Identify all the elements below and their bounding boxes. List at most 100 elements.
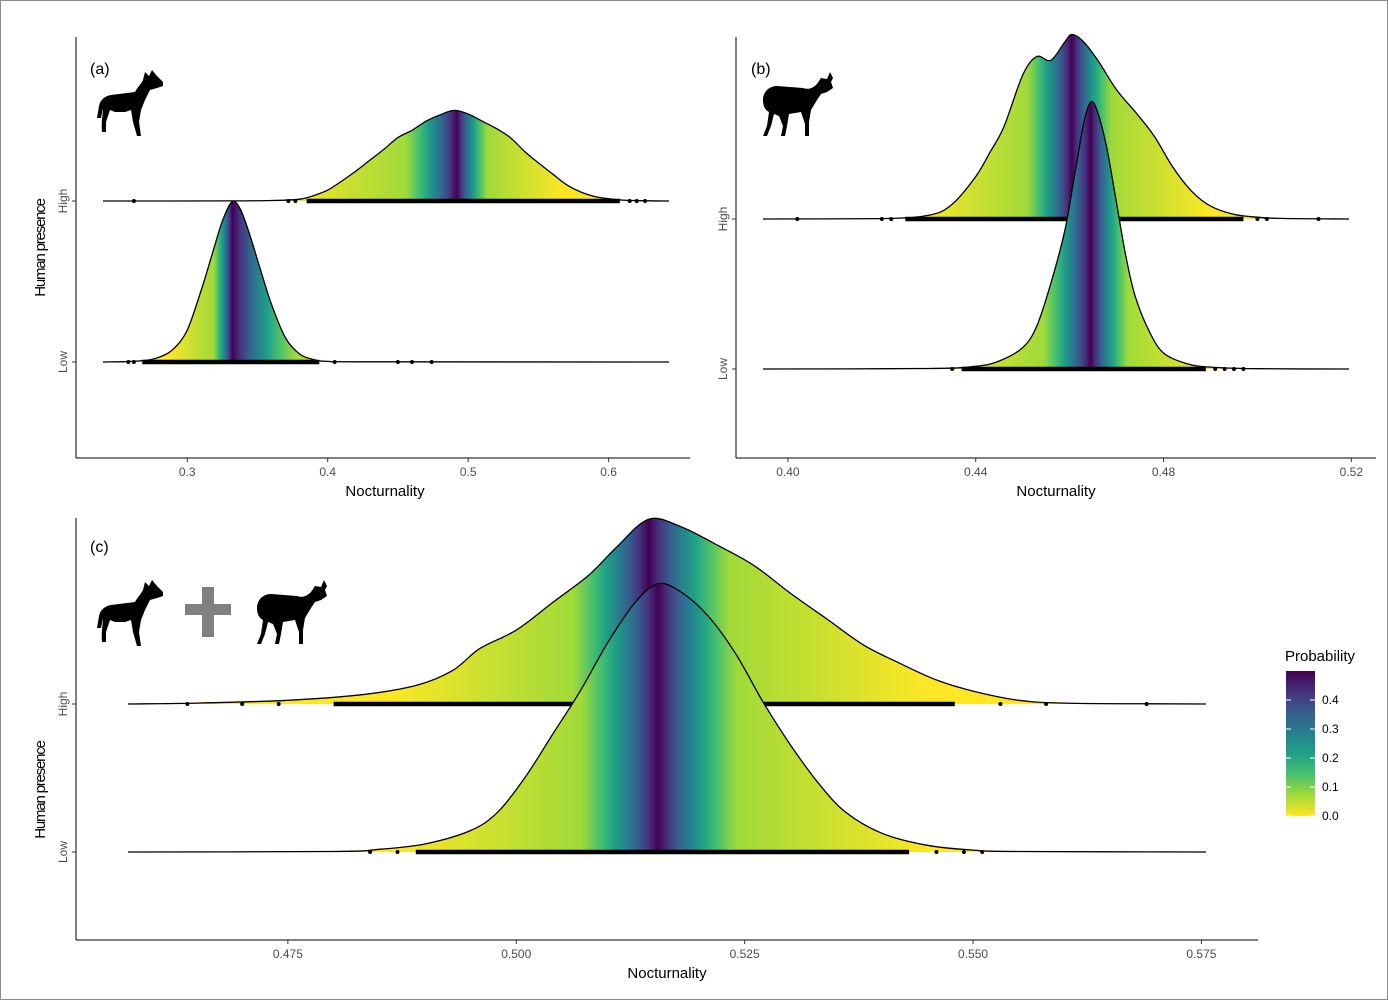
- rug-point: [240, 702, 245, 706]
- y-tick-label: High: [56, 189, 70, 214]
- legend-tick-label: 0.4: [1322, 693, 1339, 707]
- rug-point: [1044, 702, 1049, 706]
- rug-point: [1264, 217, 1269, 221]
- panel-a-label: (a): [90, 61, 110, 78]
- ridge-high: [102, 109, 670, 204]
- rug-point: [934, 850, 939, 854]
- density-outline: [762, 100, 1350, 370]
- density-outline: [127, 517, 1207, 705]
- y-tick-label: Low: [56, 841, 70, 863]
- plus-icon: [185, 587, 231, 637]
- rug-point: [950, 367, 955, 371]
- x-tick-label: 0.5: [460, 465, 477, 479]
- x-tick-label: 0.525: [730, 947, 760, 961]
- panel-b-x-ticks: 0.40 0.44 0.48 0.52: [776, 458, 1363, 479]
- rug-point: [276, 702, 281, 706]
- rug-point: [1316, 217, 1321, 221]
- rug-point: [1144, 702, 1149, 706]
- rug-point: [131, 360, 136, 364]
- legend-tick-label: 0.0: [1322, 809, 1339, 823]
- density-fill: [103, 110, 669, 201]
- panel-c-ridges: [127, 517, 1207, 855]
- rug-point: [293, 199, 298, 203]
- panel-c-y-title: Human presence: [32, 740, 49, 838]
- legend-tick-label: 0.3: [1322, 722, 1339, 736]
- panel-c-label: (c): [90, 539, 109, 556]
- duiker-silhouette-icon: [257, 580, 327, 644]
- density-outline: [102, 109, 670, 202]
- x-tick-label: 0.3: [179, 465, 196, 479]
- panel-c-x-ticks: 0.475 0.500 0.525 0.550 0.575: [273, 940, 1217, 961]
- panel-b-ridges: [762, 33, 1350, 372]
- legend-colorbar: [1286, 671, 1315, 816]
- panel-a: 0.3 0.4 0.5 0.6 Low High Nocturnality Human …: [32, 37, 690, 500]
- panel-a-x-title: Nocturnality: [345, 483, 425, 500]
- density-fill: [763, 34, 1349, 219]
- x-tick-label: 0.40: [776, 465, 800, 479]
- rug-point: [879, 217, 884, 221]
- rug-point: [286, 199, 291, 203]
- x-tick-label: 0.48: [1152, 465, 1176, 479]
- dog-silhouette-icon: [97, 580, 163, 646]
- legend-tick-label: 0.2: [1322, 751, 1339, 765]
- panel-b-x-title: Nocturnality: [1016, 483, 1096, 500]
- panel-a-x-ticks: 0.3 0.4 0.5 0.6: [179, 458, 617, 479]
- x-tick-label: 0.500: [501, 947, 531, 961]
- ridge-high: [762, 33, 1350, 222]
- rug-point: [643, 199, 648, 203]
- panel-a-ridges: [102, 109, 670, 365]
- rug-point: [332, 360, 337, 364]
- rug-point: [395, 360, 400, 364]
- rug-point: [395, 850, 400, 854]
- panel-c-y-ticks: Low High: [56, 692, 76, 863]
- legend-tick-label: 0.1: [1322, 780, 1339, 794]
- rug-point: [1241, 367, 1246, 371]
- x-tick-label: 0.550: [958, 947, 988, 961]
- rug-point: [131, 199, 136, 203]
- rug-point: [410, 360, 414, 364]
- density-fill: [128, 583, 1206, 852]
- dog-silhouette-icon: [97, 70, 163, 136]
- rug-point: [368, 850, 373, 854]
- rug-point: [126, 360, 131, 364]
- x-tick-label: 0.44: [964, 465, 988, 479]
- x-tick-label: 0.52: [1340, 465, 1364, 479]
- probability-legend: Probability 0.0 0.1 0.2 0.3 0.4: [1285, 648, 1356, 823]
- y-tick-label: High: [56, 692, 70, 717]
- rug-point: [1232, 367, 1236, 371]
- density-outline: [127, 582, 1207, 853]
- rug-point: [795, 217, 800, 221]
- density-outline: [102, 200, 670, 363]
- y-tick-label: Low: [716, 358, 730, 380]
- ridge-low: [102, 200, 670, 365]
- rug-point: [634, 199, 639, 203]
- x-tick-label: 0.4: [319, 465, 336, 479]
- rug-point: [980, 850, 985, 854]
- x-tick-label: 0.475: [273, 947, 303, 961]
- density-fill: [103, 201, 669, 362]
- rug-point: [1222, 367, 1227, 371]
- panel-a-y-title: Human presence: [32, 198, 49, 296]
- panel-c: 0.475 0.500 0.525 0.550 0.575 Low High Noctur…: [32, 517, 1258, 982]
- rug-point: [627, 199, 632, 203]
- legend-title: Probability: [1285, 648, 1356, 665]
- rug-point: [185, 702, 190, 706]
- density-outline: [762, 33, 1350, 220]
- density-fill: [763, 101, 1349, 369]
- panel-b: 0.40 0.44 0.48 0.52 Low High Nocturnality (b…: [716, 33, 1376, 500]
- ridge-low: [762, 100, 1350, 372]
- panel-a-y-ticks: Low High: [56, 189, 76, 373]
- rug-point: [1213, 367, 1218, 371]
- x-tick-label: 0.6: [600, 465, 617, 479]
- legend-ticks: 0.0 0.1 0.2 0.3 0.4: [1286, 693, 1339, 823]
- duiker-silhouette-icon: [763, 72, 833, 136]
- y-tick-label: Low: [56, 351, 70, 373]
- panel-b-label: (b): [751, 61, 771, 78]
- rug-point: [889, 217, 894, 221]
- rug-point: [961, 850, 966, 854]
- y-tick-label: High: [716, 207, 730, 232]
- ridge-low: [127, 582, 1207, 855]
- panel-b-y-ticks: Low High: [716, 207, 736, 380]
- rug-point: [429, 360, 434, 364]
